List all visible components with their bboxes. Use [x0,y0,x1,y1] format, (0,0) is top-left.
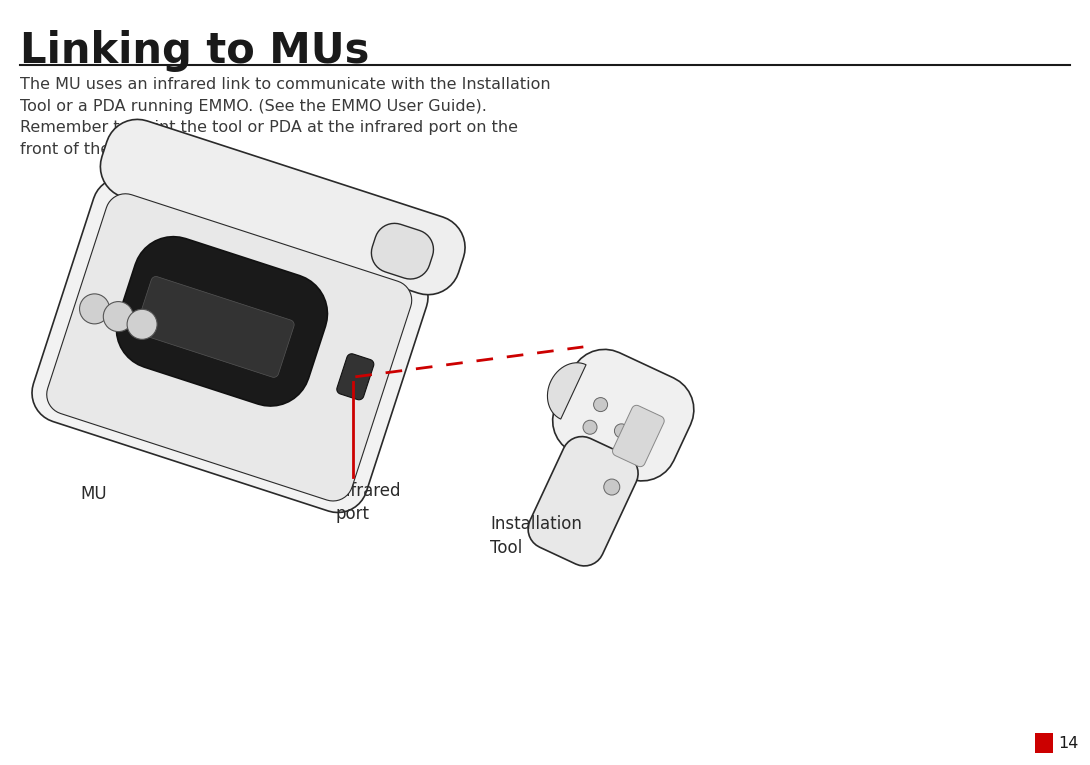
Polygon shape [100,119,465,295]
Polygon shape [135,276,294,377]
Text: Remember to point the tool or PDA at the infrared port on the
front of the MU:: Remember to point the tool or PDA at the… [20,120,518,157]
Polygon shape [47,194,412,501]
Circle shape [80,294,109,324]
Bar [1036,733,1053,753]
Text: Installation
Tool: Installation Tool [490,515,582,557]
Text: Infrared
port: Infrared port [336,482,401,523]
Polygon shape [337,353,374,400]
Circle shape [583,420,597,435]
Circle shape [604,479,620,495]
Text: The MU uses an infrared link to communicate with the Installation
Tool or a PDA : The MU uses an infrared link to communic… [20,77,550,114]
Polygon shape [547,363,586,419]
Polygon shape [32,177,428,513]
Text: MU: MU [80,485,107,503]
Polygon shape [372,223,434,279]
Polygon shape [117,236,327,406]
Circle shape [615,424,629,438]
Circle shape [594,398,607,412]
Text: Linking to MUs: Linking to MUs [20,30,370,72]
Circle shape [104,301,133,331]
Polygon shape [528,437,638,566]
Polygon shape [553,350,694,481]
Circle shape [128,309,157,340]
Polygon shape [613,405,664,467]
Text: 14: 14 [1058,735,1078,750]
